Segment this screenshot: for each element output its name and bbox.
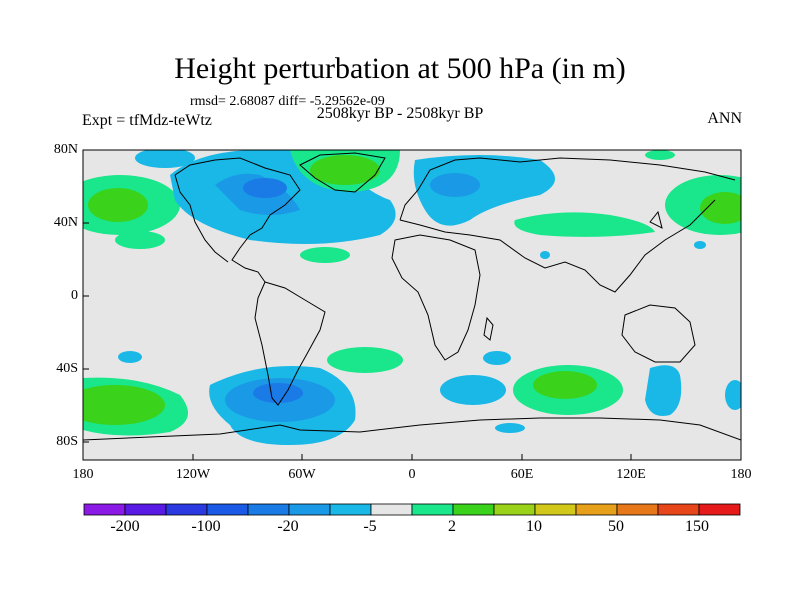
x-tick-label: 120W bbox=[175, 467, 211, 482]
contour-region bbox=[725, 380, 741, 410]
coastline bbox=[399, 157, 736, 221]
contour-region bbox=[115, 231, 165, 249]
x-tick-label: 60E bbox=[510, 467, 534, 482]
colorbar-label: -200 bbox=[110, 518, 140, 535]
colorbar-swatch bbox=[83, 503, 126, 516]
y-tick-label: 80N bbox=[53, 142, 78, 157]
colorbar-swatch bbox=[698, 503, 741, 516]
colorbar-label: 10 bbox=[526, 518, 542, 535]
x-tick-label: 0 bbox=[408, 467, 416, 482]
coastline bbox=[649, 210, 663, 229]
x-tick-marks bbox=[82, 454, 742, 460]
colorbar-swatch bbox=[411, 503, 454, 516]
colorbar-swatch bbox=[370, 503, 413, 516]
colorbar-swatch bbox=[452, 503, 495, 516]
contour-region bbox=[413, 155, 555, 226]
contour-region bbox=[118, 351, 142, 363]
colorbar-swatch bbox=[657, 503, 700, 516]
x-tick-label: 180 bbox=[72, 467, 94, 482]
contour-region bbox=[540, 251, 550, 259]
contour-region bbox=[243, 178, 287, 198]
x-tick-label: 60W bbox=[288, 467, 316, 482]
season-label: ANN bbox=[707, 110, 742, 127]
x-tick-label: 180 bbox=[730, 467, 752, 482]
contour-region bbox=[514, 212, 655, 237]
contour-region bbox=[440, 375, 506, 405]
contour-region bbox=[300, 247, 350, 263]
colorbar-swatch bbox=[288, 503, 331, 516]
contour-region bbox=[495, 423, 525, 433]
page-title: Height perturbation at 500 hPa (in m) bbox=[174, 52, 626, 85]
colorbar-swatch bbox=[329, 503, 372, 516]
colorbar-swatch bbox=[616, 503, 659, 516]
colorbar-label: 50 bbox=[608, 518, 624, 535]
colorbar-label: 2 bbox=[448, 518, 456, 535]
contour-region bbox=[533, 371, 597, 399]
contour-region bbox=[88, 188, 148, 222]
contour-region bbox=[483, 351, 511, 365]
colorbar-swatch bbox=[493, 503, 536, 516]
contour-region bbox=[430, 173, 480, 197]
coastline bbox=[399, 199, 716, 293]
contour-region bbox=[83, 385, 165, 425]
contour-region bbox=[645, 150, 675, 160]
coastline bbox=[483, 316, 494, 341]
coastline bbox=[254, 281, 326, 406]
contour-region bbox=[253, 383, 303, 403]
colorbar bbox=[83, 503, 741, 516]
coastline bbox=[174, 157, 301, 283]
period-label: 2508kyr BP - 2508kyr BP bbox=[316, 105, 484, 122]
coastline bbox=[174, 174, 229, 263]
colorbar-swatch bbox=[165, 503, 208, 516]
colorbar-label: 150 bbox=[685, 518, 709, 535]
colorbar-swatch bbox=[124, 503, 167, 516]
colorbar-swatch bbox=[247, 503, 290, 516]
contour-region bbox=[327, 347, 403, 373]
coastline bbox=[83, 417, 741, 441]
colorbar-label: -5 bbox=[363, 518, 377, 535]
colorbar-label: -100 bbox=[191, 518, 221, 535]
coastlines bbox=[83, 152, 741, 441]
contour-region bbox=[135, 150, 195, 168]
contour-fill-layer bbox=[83, 150, 741, 445]
colorbar-label: -20 bbox=[277, 518, 299, 535]
colorbar-swatch bbox=[206, 503, 249, 516]
contour-region bbox=[694, 241, 706, 249]
contour-region bbox=[645, 365, 682, 416]
coastline bbox=[299, 152, 386, 193]
contour-region bbox=[310, 155, 380, 185]
y-tick-label: 80S bbox=[56, 434, 78, 449]
y-tick-label: 40N bbox=[53, 215, 78, 230]
colorbar-swatch bbox=[575, 503, 618, 516]
contour-region bbox=[700, 192, 741, 224]
y-tick-label: 40S bbox=[56, 361, 78, 376]
stats-label: rmsd= 2.68087 diff= -5.29562e-09 bbox=[190, 94, 385, 109]
y-tick-label: 0 bbox=[71, 288, 78, 303]
x-tick-label: 120E bbox=[616, 467, 646, 482]
coastline bbox=[391, 234, 481, 361]
experiment-label: Expt = tfMdz-teWtz bbox=[82, 112, 212, 129]
coastline bbox=[621, 304, 696, 363]
colorbar-swatch bbox=[534, 503, 577, 516]
y-tick-marks bbox=[83, 149, 89, 443]
